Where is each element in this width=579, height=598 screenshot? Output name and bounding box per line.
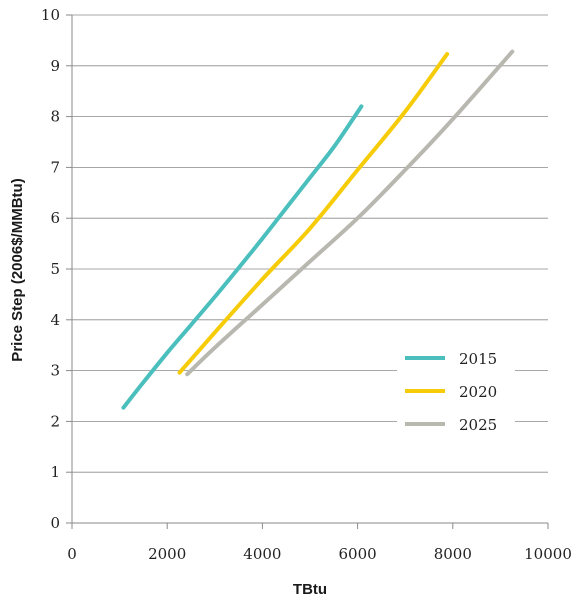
y-tick-label: 7	[50, 158, 60, 176]
legend-label-2025: 2025	[459, 416, 497, 434]
y-tick-label: 10	[41, 6, 60, 24]
legend: 2015 2020 2025	[397, 344, 515, 438]
x-axis-title: TBtu	[293, 581, 327, 598]
y-tick-label: 4	[50, 311, 60, 329]
y-ticks: 0 1 2 3 4 5 6 7 8 9 10	[41, 6, 72, 532]
x-tick-label: 6000	[339, 545, 377, 563]
x-ticks: 0 2000 4000 6000 8000 10000	[67, 523, 572, 563]
series-line-2020	[177, 52, 450, 375]
x-tick-label: 0	[67, 545, 77, 563]
y-tick-label: 2	[50, 412, 60, 430]
series-line-2015	[121, 104, 364, 410]
legend-label-2020: 2020	[459, 383, 497, 401]
y-tick-label: 0	[50, 514, 60, 532]
y-tick-label: 9	[50, 57, 60, 75]
legend-label-2015: 2015	[459, 350, 497, 368]
y-tick-label: 3	[50, 362, 60, 380]
series-group	[121, 49, 515, 410]
y-tick-label: 8	[50, 108, 60, 126]
x-tick-label: 2000	[148, 545, 186, 563]
series-line-2025	[185, 49, 515, 377]
x-tick-label: 10000	[524, 545, 572, 563]
y-tick-label: 5	[50, 260, 60, 278]
y-tick-label: 1	[50, 463, 60, 481]
x-tick-label: 8000	[434, 545, 472, 563]
y-tick-label: 6	[50, 209, 60, 227]
y-axis-title: Price Step (2006$/MMBtu)	[9, 178, 26, 361]
x-tick-label: 4000	[243, 545, 281, 563]
